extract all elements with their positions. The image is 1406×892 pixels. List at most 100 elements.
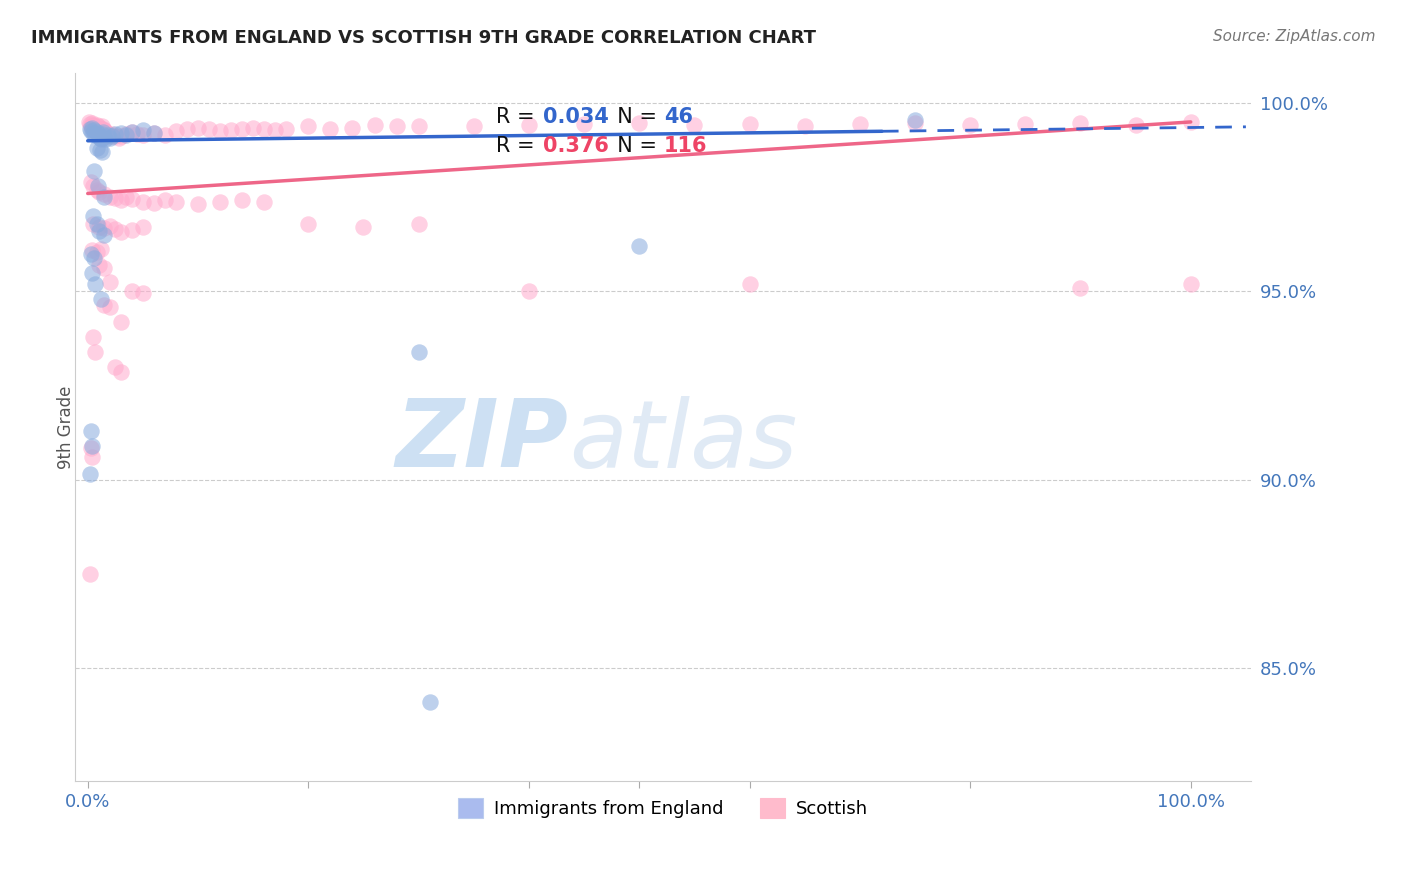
Point bbox=[86, 178, 108, 193]
Point bbox=[107, 130, 129, 145]
Y-axis label: 9th Grade: 9th Grade bbox=[58, 385, 75, 468]
Point bbox=[209, 124, 232, 138]
Point bbox=[83, 164, 105, 178]
Point bbox=[93, 297, 115, 311]
Point bbox=[97, 128, 120, 142]
Point bbox=[242, 120, 264, 135]
Point bbox=[110, 225, 132, 239]
Point bbox=[91, 120, 114, 134]
Point bbox=[121, 223, 143, 237]
Point bbox=[127, 127, 149, 141]
Point bbox=[97, 127, 120, 141]
Point bbox=[82, 209, 104, 223]
Point bbox=[98, 219, 121, 233]
Point bbox=[98, 129, 121, 144]
Point bbox=[82, 126, 104, 140]
Point bbox=[86, 118, 108, 132]
Point bbox=[84, 344, 107, 359]
Point bbox=[142, 126, 165, 140]
Point bbox=[98, 190, 121, 204]
Point bbox=[82, 329, 104, 343]
Text: N =: N = bbox=[605, 136, 664, 156]
Point bbox=[94, 124, 117, 138]
Point bbox=[89, 143, 111, 157]
Point bbox=[104, 127, 127, 141]
Point bbox=[115, 127, 138, 141]
Point bbox=[80, 793, 103, 807]
Point bbox=[84, 277, 107, 291]
Text: N =: N = bbox=[605, 107, 664, 127]
Point bbox=[90, 292, 112, 306]
Point bbox=[93, 227, 115, 242]
Point bbox=[142, 195, 165, 210]
Point bbox=[79, 467, 101, 481]
Point bbox=[110, 194, 132, 208]
Point bbox=[94, 132, 117, 146]
Text: 0.376: 0.376 bbox=[543, 136, 609, 156]
Point bbox=[79, 117, 101, 131]
Point bbox=[219, 123, 242, 137]
Point bbox=[84, 128, 107, 142]
Point bbox=[132, 128, 155, 142]
Point bbox=[101, 127, 124, 141]
Point bbox=[80, 119, 103, 133]
Point bbox=[82, 266, 104, 280]
Point bbox=[82, 118, 104, 132]
Point bbox=[253, 122, 276, 136]
Point bbox=[83, 251, 105, 265]
Point bbox=[297, 120, 319, 134]
Point bbox=[110, 126, 132, 140]
Point bbox=[86, 217, 108, 231]
Point bbox=[517, 285, 540, 299]
Point bbox=[87, 258, 110, 272]
Point bbox=[231, 194, 253, 208]
Point bbox=[683, 118, 706, 132]
Point bbox=[628, 116, 651, 130]
Point bbox=[408, 218, 430, 232]
Point bbox=[79, 566, 101, 581]
Point bbox=[91, 126, 114, 140]
Point bbox=[80, 424, 103, 438]
Point bbox=[104, 222, 127, 236]
Point bbox=[79, 122, 101, 136]
Point bbox=[87, 224, 110, 238]
Point bbox=[86, 141, 108, 155]
Point bbox=[353, 219, 375, 234]
Point bbox=[104, 359, 127, 374]
Point bbox=[93, 123, 115, 137]
Point bbox=[86, 183, 108, 197]
Point bbox=[132, 123, 155, 137]
Text: atlas: atlas bbox=[569, 396, 797, 487]
Point bbox=[121, 126, 143, 140]
Point bbox=[110, 365, 132, 379]
Point bbox=[153, 128, 176, 142]
Point bbox=[628, 239, 651, 253]
Point bbox=[738, 117, 761, 131]
Point bbox=[1014, 117, 1036, 131]
Point bbox=[82, 120, 104, 135]
Point bbox=[209, 194, 232, 209]
Text: Source: ZipAtlas.com: Source: ZipAtlas.com bbox=[1212, 29, 1375, 44]
Point bbox=[83, 123, 105, 137]
Point bbox=[84, 120, 107, 135]
Point bbox=[408, 119, 430, 133]
Point bbox=[198, 122, 221, 136]
Point bbox=[77, 115, 100, 129]
Point bbox=[82, 178, 104, 193]
Point bbox=[110, 314, 132, 328]
Text: 116: 116 bbox=[664, 136, 707, 156]
Point bbox=[1069, 280, 1091, 294]
Point bbox=[253, 194, 276, 209]
Point bbox=[86, 127, 108, 141]
Text: 0.034: 0.034 bbox=[543, 107, 609, 127]
Point bbox=[110, 129, 132, 144]
Point bbox=[91, 121, 114, 136]
Point bbox=[86, 244, 108, 259]
Point bbox=[90, 242, 112, 256]
Point bbox=[793, 119, 815, 133]
Point bbox=[1180, 277, 1202, 291]
Point bbox=[121, 126, 143, 140]
Point bbox=[187, 197, 209, 211]
Point bbox=[176, 122, 198, 136]
Text: ZIP: ZIP bbox=[396, 395, 569, 487]
